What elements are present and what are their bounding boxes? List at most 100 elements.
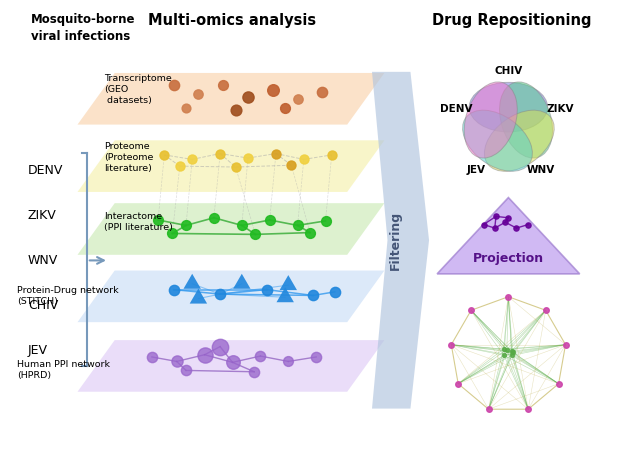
Point — [209, 214, 219, 221]
Ellipse shape — [464, 82, 517, 158]
Point — [498, 345, 508, 352]
Ellipse shape — [469, 82, 547, 132]
Point — [293, 222, 303, 229]
Text: Protein-Drug network
(STITCH): Protein-Drug network (STITCH) — [17, 286, 119, 306]
Point — [159, 151, 169, 158]
Text: CHIV: CHIV — [28, 299, 58, 312]
Point — [502, 346, 512, 353]
Polygon shape — [184, 274, 201, 289]
Point — [283, 358, 293, 365]
Point — [321, 217, 330, 224]
Point — [231, 163, 241, 171]
Polygon shape — [78, 140, 384, 192]
Point — [560, 341, 570, 348]
Point — [231, 106, 241, 114]
Polygon shape — [78, 340, 384, 392]
Polygon shape — [437, 198, 580, 274]
Ellipse shape — [484, 110, 554, 171]
Text: ZIKV: ZIKV — [28, 209, 56, 222]
Point — [200, 351, 210, 358]
Point — [490, 224, 500, 232]
Point — [500, 219, 510, 226]
Point — [512, 224, 521, 232]
Point — [218, 82, 228, 89]
FancyArrowPatch shape — [90, 257, 104, 264]
Text: DENV: DENV — [28, 164, 63, 177]
Point — [305, 229, 315, 236]
Point — [308, 292, 318, 299]
Point — [484, 405, 494, 413]
Point — [243, 93, 253, 100]
Text: Drug Repositioning: Drug Repositioning — [432, 13, 591, 28]
Ellipse shape — [500, 82, 552, 158]
Point — [187, 156, 197, 163]
Polygon shape — [233, 274, 250, 289]
Text: CHIV: CHIV — [494, 66, 523, 76]
Point — [446, 341, 456, 348]
Polygon shape — [78, 73, 384, 124]
Point — [147, 353, 157, 361]
Text: Interactome
(PPI literature): Interactome (PPI literature) — [104, 212, 173, 232]
Point — [479, 221, 489, 228]
Point — [293, 95, 303, 102]
Text: DENV: DENV — [440, 104, 472, 114]
Text: Multi-omics analysis: Multi-omics analysis — [148, 13, 317, 28]
Point — [249, 368, 259, 375]
Polygon shape — [78, 270, 384, 322]
Text: ZIKV: ZIKV — [547, 104, 575, 114]
Point — [255, 352, 265, 360]
Point — [265, 216, 275, 224]
Point — [317, 88, 327, 96]
Point — [175, 163, 185, 170]
Point — [280, 104, 290, 111]
Polygon shape — [190, 289, 207, 304]
Point — [271, 150, 281, 157]
Point — [243, 154, 253, 162]
Text: Projection: Projection — [473, 252, 544, 264]
Point — [237, 222, 247, 229]
Point — [169, 82, 179, 89]
Point — [268, 86, 278, 93]
Ellipse shape — [463, 110, 533, 171]
Polygon shape — [280, 275, 297, 290]
Text: Proteome
(Proteome
literature): Proteome (Proteome literature) — [104, 141, 154, 173]
Point — [503, 293, 513, 300]
Point — [286, 162, 296, 169]
Point — [491, 213, 501, 220]
Text: JEV: JEV — [466, 165, 485, 175]
Point — [327, 151, 337, 158]
Point — [523, 405, 533, 413]
Point — [153, 216, 163, 224]
Point — [181, 104, 191, 111]
Point — [193, 91, 203, 98]
Point — [453, 380, 463, 387]
Point — [172, 358, 182, 365]
Point — [508, 349, 518, 356]
Point — [507, 348, 516, 355]
Point — [466, 307, 476, 314]
Point — [330, 288, 340, 295]
Text: Transcriptome
(GEO
 datasets): Transcriptome (GEO datasets) — [104, 74, 172, 106]
Point — [250, 231, 260, 238]
Point — [507, 352, 516, 359]
Point — [169, 286, 179, 293]
Text: WNV: WNV — [526, 165, 555, 175]
Point — [215, 291, 225, 298]
Point — [262, 286, 272, 293]
Text: Human PPI network
(HPRD): Human PPI network (HPRD) — [17, 361, 110, 380]
Point — [228, 359, 237, 366]
Point — [181, 222, 191, 229]
Point — [554, 380, 564, 387]
Polygon shape — [277, 287, 294, 302]
Polygon shape — [372, 72, 429, 409]
Point — [541, 307, 551, 314]
Point — [523, 221, 533, 228]
Point — [167, 230, 177, 237]
Text: Filtering: Filtering — [389, 211, 402, 270]
Point — [503, 214, 513, 221]
Text: Mosquito-borne
viral infections: Mosquito-borne viral infections — [31, 13, 136, 43]
Text: WNV: WNV — [28, 254, 58, 267]
Text: JEV: JEV — [28, 344, 48, 357]
Point — [311, 353, 321, 361]
Point — [499, 352, 509, 359]
